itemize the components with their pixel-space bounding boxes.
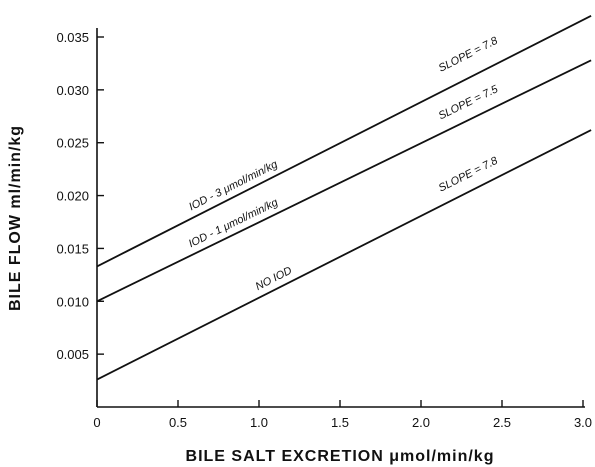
y-tick-label: 0.015: [56, 241, 89, 256]
axes: [96, 28, 585, 408]
ticks: 0 0.5 1.0 1.5 2.0 2.5 3.0 0.005 0.010 0.015 0.020 0…: [56, 30, 592, 430]
x-tick-label: 0.5: [169, 415, 187, 430]
series-lines: [96, 15, 592, 381]
slope-label: SLOPE = 7.8: [437, 154, 501, 194]
series-line: [96, 15, 592, 268]
series-name-label: NO IOD: [254, 265, 294, 293]
x-tick-label: 1.0: [250, 415, 268, 430]
slope-label: SLOPE = 7.8: [437, 34, 501, 74]
series-line: [96, 129, 592, 381]
x-tick-label: 3.0: [574, 415, 592, 430]
y-tick-label: 0.005: [56, 347, 89, 362]
y-tick-label: 0.035: [56, 30, 89, 45]
x-tick-label: 0: [93, 415, 100, 430]
y-tick-label: 0.020: [56, 189, 89, 204]
y-tick-label: 0.025: [56, 136, 89, 151]
x-tick-label: 2.0: [412, 415, 430, 430]
y-axis-title: BILE FLOW ml/min/kg: [7, 125, 24, 311]
y-tick-label: 0.030: [56, 83, 89, 98]
series-line: [96, 59, 592, 303]
x-tick-label: 2.5: [493, 415, 511, 430]
y-tick-label: 0.010: [56, 294, 89, 309]
x-tick-label: 1.5: [331, 415, 349, 430]
x-axis-title: BILE SALT EXCRETION μmol/min/kg: [186, 448, 495, 465]
